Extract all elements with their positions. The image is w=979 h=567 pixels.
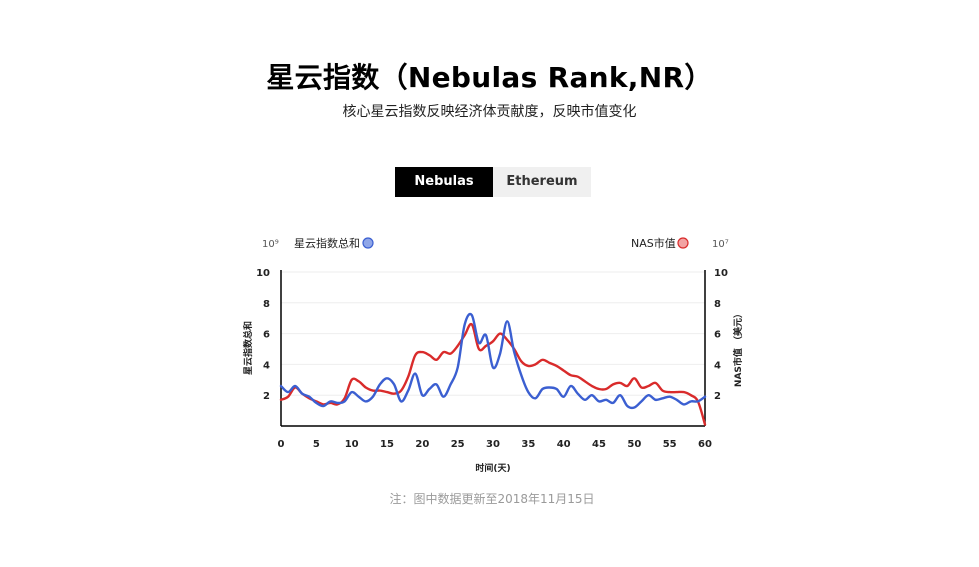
x-tick-label: 60: [698, 439, 712, 450]
y-right-tick-label: 8: [714, 299, 721, 310]
x-tick-label: 50: [627, 439, 641, 450]
x-tick-label: 35: [521, 439, 535, 450]
x-tick-label: 45: [592, 439, 606, 450]
series-lines: [279, 312, 707, 426]
y-left-tick-label: 8: [263, 299, 270, 310]
data-update-note: 注：图中数据更新至2018年11月15日: [389, 492, 595, 506]
y-left-tick-label: 6: [263, 330, 270, 341]
x-tick-label: 30: [486, 439, 500, 450]
page-subtitle: 核心星云指数反映经济体贡献度，反映市值变化: [342, 104, 637, 120]
y-left-tick-label: 10: [256, 268, 270, 279]
y-right-tick-label: 10: [714, 268, 728, 279]
y-right-axis-title: NAS市值 （美元）: [732, 309, 744, 387]
y-right-tick-label: 6: [714, 330, 721, 341]
left-axis-exponent: 10⁹: [262, 239, 279, 250]
x-tick-label: 15: [380, 439, 394, 450]
tick-labels: 2 4 6 8 10 2 4 6 8 10 0 5 10 15 20 25 30 35 40 45 50 55 60: [256, 268, 728, 450]
gridlines: [281, 271, 705, 396]
legend-marker-nas-market-cap: [677, 237, 689, 249]
series-line-nas-market-cap: [279, 322, 707, 426]
y-left-tick-label: 4: [263, 360, 270, 371]
legend-marker-nebulas-index: [362, 237, 374, 249]
x-tick-label: 0: [278, 439, 285, 450]
tab-ethereum[interactable]: Ethereum: [493, 167, 591, 197]
x-tick-label: 5: [313, 439, 320, 450]
series-line-nebulas-index: [279, 312, 707, 410]
y-left-axis-title: 星云指数总和: [242, 321, 254, 375]
x-tick-label: 55: [663, 439, 677, 450]
x-axis-title: 时间(天): [475, 462, 510, 474]
x-tick-label: 20: [415, 439, 429, 450]
right-axis-exponent: 10⁷: [712, 239, 729, 250]
y-right-tick-label: 2: [714, 391, 721, 402]
y-right-tick-label: 4: [714, 360, 721, 371]
x-tick-label: 40: [557, 439, 571, 450]
legend-label-nas-market-cap: NAS市值: [631, 236, 676, 250]
tab-nebulas[interactable]: Nebulas: [395, 167, 493, 197]
x-tick-label: 10: [345, 439, 359, 450]
legend-label-nebulas-index: 星云指数总和: [294, 236, 360, 250]
y-left-tick-label: 2: [263, 391, 270, 402]
chart-tabs: Nebulas Ethereum: [395, 167, 591, 197]
page-title: 星云指数（Nebulas Rank,NR）: [266, 61, 713, 94]
x-tick-label: 25: [451, 439, 465, 450]
